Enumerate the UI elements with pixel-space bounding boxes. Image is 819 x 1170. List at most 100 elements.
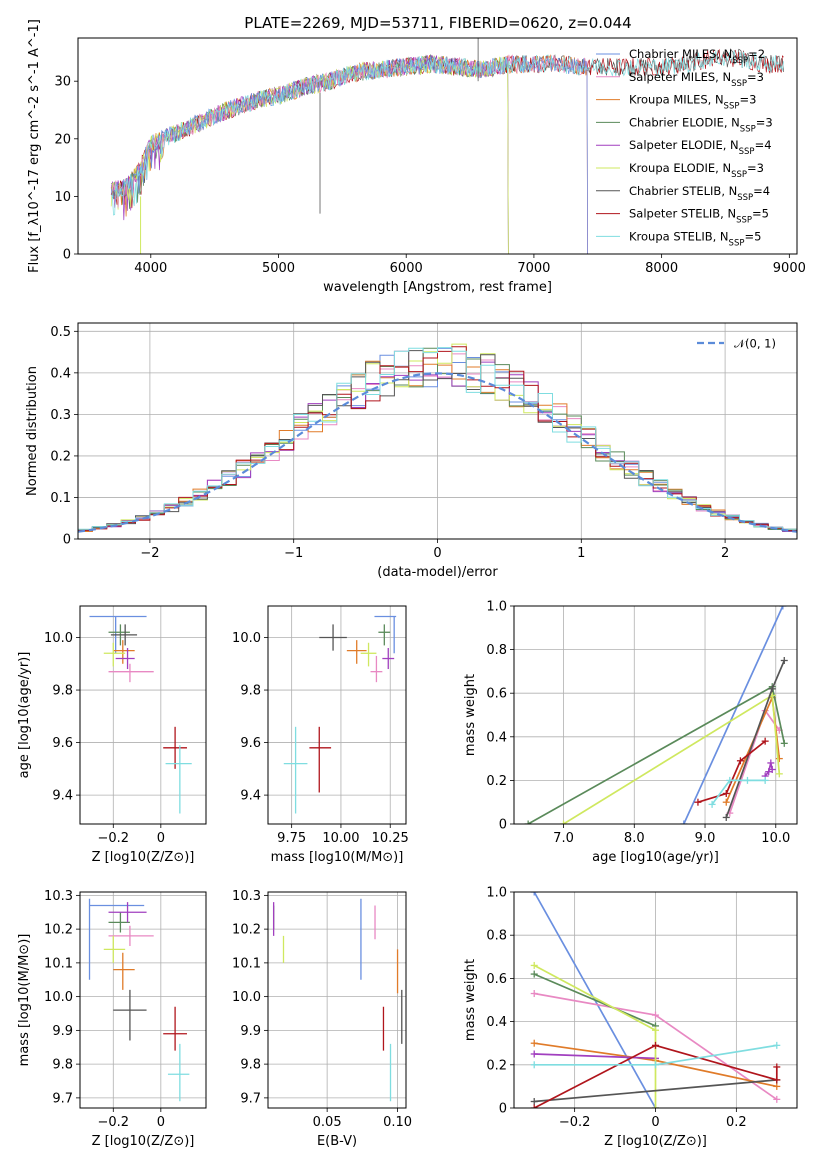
y-tick-label: 10.0 [232,990,261,1005]
errorbar-kroupa-stelib [165,745,192,814]
y-tick-label: 0.3 [50,408,71,423]
panel-age_vs_Z: −0.2 0 9.4 9.6 9.8 10.0 Z [log10(Z/Z⊙)] age [lo… [17,605,207,865]
x-tick-label: 1 [577,546,585,561]
errorbar-kroupa-elodie [103,935,126,963]
y-axis-label: Flux [f_λ10^-17 erg cm^-2 s^-1 A^-1] [27,19,42,273]
point-salpeter-elodie [530,1050,538,1058]
y-tick-label: 9.7 [52,1091,73,1106]
errorbar-chabrier-elodie [108,912,130,933]
errorbar-chabrier-elodie [378,624,391,646]
panel-residuals: −2 −1 0 1 2 0 0.1 0.2 0.3 0.4 0.5 (data-model)/erro… [25,322,798,580]
errorbar-kroupa-elodie [103,642,126,667]
axes-frame [79,891,207,1109]
x-axis-label: mass [log10(M/M⊙)] [271,850,404,865]
y-tick-label: 10.2 [232,923,261,938]
x-tick-label: 10.0 [761,831,790,846]
x-tick-label: 0.10 [383,1115,412,1130]
point-salpeter-miles [773,1095,781,1103]
y-tick-label: 0 [63,248,71,263]
point-kroupa-stelib [726,776,734,784]
y-tick-label: 10 [54,190,71,205]
x-tick-label: 9.0 [695,831,716,846]
x-tick-label: −0.2 [97,1115,129,1130]
errorbar-kroupa-elodie [360,642,377,667]
point-salpeter-stelib [530,1104,538,1108]
point-salpeter-stelib [694,798,702,806]
y-axis-label: mass [log10(M/M⊙)] [17,934,32,1067]
y-axis-label: mass weight [463,674,478,756]
errorbar-salpeter-elodie [115,648,135,670]
x-tick-label: 8000 [645,261,678,276]
point-chabrier-miles [779,606,787,610]
legend-subscript: SSP [724,102,740,112]
point-chabrier-stelib [722,813,730,821]
y-tick-label: 30 [54,75,71,90]
panel-mass_vs_ebv: 0.05 0.10 9.7 9.8 9.9 10.0 10.1 10.2 10.3 E(B-V) [232,889,412,1149]
x-tick-label: −0.2 [559,1115,591,1130]
legend-subscript: SSP [731,170,747,180]
point-salpeter-stelib [773,1063,781,1071]
y-tick-label: 10.0 [44,990,73,1005]
errorbar-salpeter-elodie [382,648,395,670]
point-kroupa-elodie [775,770,783,778]
y-tick-label: 9.9 [52,1024,73,1039]
y-tick-label: 1.0 [486,600,507,615]
series-kroupa-elodie [533,964,657,1108]
y-axis-label: Normed distribution [25,366,40,496]
normal-curve [78,372,797,533]
panel-mass_weight_vs_age: 7.0 8.0 9.0 10.0 0 0.2 0.4 0.6 0.8 1.0 age [log10(… [463,600,798,865]
histogram-salpeter-elodie [78,361,797,532]
x-tick-label: 5000 [262,261,295,276]
point-kroupa-elodie [530,961,538,969]
x-tick-label: 7.0 [553,831,574,846]
point-kroupa-elodie [560,820,568,824]
x-axis-label: wavelength [Angstrom, rest frame] [323,280,552,295]
errorbar-salpeter-stelib [163,1006,187,1051]
series-salpeter-miles [728,708,780,814]
panel-spectrum: 4000 5000 6000 7000 8000 9000 0 10 20 30 wavelengt… [27,19,806,295]
figure-title: PLATE=2269, MJD=53711, FIBERID=0620, z=0… [244,14,631,32]
legend-subscript: SSP [731,79,747,89]
spectrum-line-kroupa-stelib [110,50,784,216]
x-tick-label: 6000 [390,261,423,276]
point-chabrier-elodie [780,739,788,747]
errorbar-chabrier-miles [88,898,145,980]
point-kroupa-miles [775,755,783,763]
axes-frame [77,322,798,540]
errorbar-kroupa-miles [113,640,135,664]
y-tick-label: 0.8 [486,643,507,658]
panel-mass_vs_Z: −0.2 0 9.7 9.8 9.9 10.0 10.1 10.2 10.3 Z [log10(Z… [17,889,207,1149]
x-tick-label: 10.00 [322,831,359,846]
legend-label-kroupa-stelib: Kroupa STELIB, NSSP=5 [629,229,761,248]
point-salpeter-elodie [765,768,773,776]
y-tick-label: 9.8 [52,1058,73,1073]
y-tick-label: 0.4 [50,366,71,381]
legend-label-salpeter-stelib: Salpeter STELIB, NSSP=5 [629,207,769,226]
point-salpeter-stelib [736,757,744,765]
plot-area [78,343,797,533]
y-tick-label: 0.2 [486,1058,507,1073]
legend-subscript: SSP [732,56,748,66]
errorbar-chabrier-stelib [319,624,347,651]
point-salpeter-miles [652,1011,659,1019]
y-tick-label: 9.6 [240,736,261,751]
point-salpeter-stelib [652,1041,659,1049]
x-tick-label: 0.2 [726,1115,747,1130]
point-salpeter-elodie [767,759,775,767]
y-tick-label: 0.1 [50,491,71,506]
point-chabrier-stelib [780,657,788,664]
legend-subscript: SSP [740,124,756,134]
point-kroupa-stelib [761,776,769,784]
errorbar-kroupa-miles [113,952,135,990]
axes-frame [267,605,407,825]
legend-subscript: SSP [737,193,753,203]
y-tick-label: 1.0 [486,886,507,901]
errorbar-kroupa-stelib [283,726,308,814]
y-tick-label: 0 [499,1102,507,1117]
panel-age_vs_mass: 9.75 10.00 10.25 9.4 9.6 9.8 10.0 mass [log10(M… [232,605,409,865]
point-salpeter-stelib [761,737,769,745]
series-chabrier-stelib [534,1079,777,1103]
y-tick-label: 0 [499,818,507,833]
point-kroupa-miles [530,1039,538,1047]
x-tick-label: 0 [157,831,165,846]
